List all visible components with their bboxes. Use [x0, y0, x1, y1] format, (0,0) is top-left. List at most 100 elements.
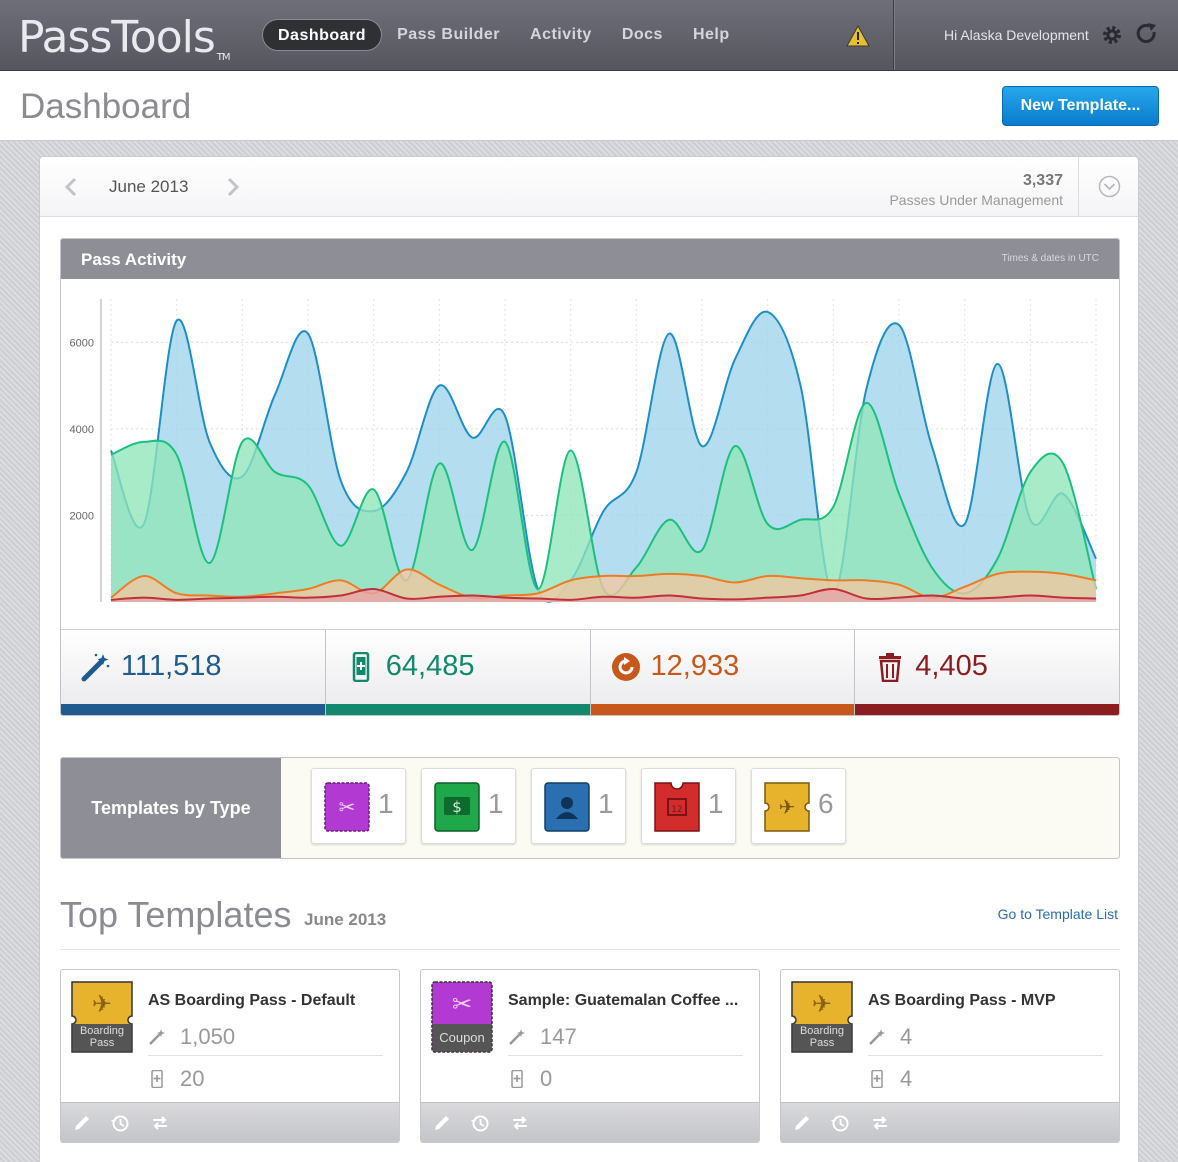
type-tile-generic[interactable]: 1	[531, 768, 626, 844]
pencil-icon[interactable]	[793, 1114, 811, 1132]
type-tile-coupon[interactable]: ✂ 1	[311, 768, 406, 844]
stat-deletes: 4,405	[855, 630, 1119, 715]
boarding-pass-icon: ✈	[791, 981, 853, 1053]
svg-text:✂: ✂	[452, 990, 472, 1018]
nav-docs[interactable]: Docs	[621, 26, 663, 43]
badge-label: Pass	[89, 1037, 115, 1049]
event-ticket-icon: 12	[654, 782, 700, 832]
card-toolbar	[781, 1102, 1119, 1142]
phone-icon	[352, 652, 369, 682]
coupon-icon: ✂	[324, 782, 370, 832]
y-tick-label: 6000	[70, 337, 94, 349]
type-tile-boarding-pass[interactable]: ✈ 6	[751, 768, 846, 844]
installs-value: 147	[540, 1024, 577, 1049]
logout-icon[interactable]	[1136, 23, 1158, 45]
stat-installs-bar	[61, 704, 325, 715]
devices-row: 20	[148, 1064, 383, 1098]
pencil-icon[interactable]	[433, 1114, 451, 1132]
installs-row: 1,050	[148, 1022, 383, 1056]
generic-pass-icon	[544, 782, 590, 832]
pencil-icon[interactable]	[73, 1114, 91, 1132]
installs-row: 4	[868, 1022, 1103, 1056]
type-count: 1	[708, 788, 724, 819]
magic-wand-icon	[509, 1029, 525, 1045]
card-toolbar	[421, 1102, 759, 1142]
template-list-link[interactable]: Go to Template List	[997, 906, 1118, 922]
pass-activity-title: Pass Activity	[81, 250, 187, 269]
boarding-pass-icon: ✈	[71, 981, 133, 1053]
passes-count: 3,337	[1022, 172, 1063, 189]
pass-activity-header: Pass Activity Times & dates in UTC	[61, 239, 1119, 279]
series-line-0	[110, 310, 1097, 603]
magic-wand-icon	[869, 1029, 885, 1045]
stats-row: 111,518 64,485 12,933	[61, 629, 1119, 715]
main-nav: Dashboard Pass Builder Activity Docs Hel…	[262, 19, 745, 51]
chevron-right-icon[interactable]	[226, 177, 240, 197]
installs-row: 147	[508, 1022, 743, 1056]
pass-activity-panel: Pass Activity Times & dates in UTC 2000 4…	[60, 238, 1120, 716]
passes-label: Passes Under Management	[889, 192, 1063, 208]
topbar-divider	[893, 0, 894, 70]
user-greeting[interactable]: Hi Alaska Development	[944, 27, 1089, 43]
svg-text:✂: ✂	[339, 795, 356, 819]
y-tick-label: 4000	[70, 424, 94, 436]
stat-devices-bar	[325, 704, 590, 715]
new-template-button[interactable]: New Template...	[1002, 86, 1159, 126]
swap-icon[interactable]	[511, 1114, 529, 1132]
svg-text:✈: ✈	[779, 795, 796, 819]
template-card[interactable]: ✈ Boarding Pass AS Boarding Pass - MVP 4…	[780, 969, 1120, 1143]
divider	[60, 949, 1120, 950]
stat-deletes-bar	[855, 704, 1119, 715]
boarding-pass-icon: ✈	[764, 782, 810, 832]
type-tile-store-card[interactable]: $ 1	[421, 768, 516, 844]
templates-by-type: Templates by Type ✂ 1 $ 1	[60, 757, 1120, 859]
top-templates-month: June 2013	[304, 910, 387, 929]
magic-wand-icon	[149, 1029, 165, 1045]
template-name[interactable]: Sample: Guatemalan Coffee ...	[508, 992, 739, 1009]
history-icon[interactable]	[831, 1114, 849, 1132]
badge-label: Boarding	[79, 1025, 125, 1037]
svg-text:12: 12	[671, 805, 682, 815]
chevron-left-icon[interactable]	[64, 177, 78, 197]
type-count: 1	[488, 788, 504, 819]
badge-label: Boarding	[799, 1025, 845, 1037]
warning-icon[interactable]	[846, 25, 870, 47]
top-bar: PassTools TM Dashboard Pass Builder Activ…	[0, 0, 1178, 71]
stat-installs: 111,518	[61, 630, 326, 715]
nav-activity[interactable]: Activity	[530, 26, 592, 43]
logo[interactable]: PassTools TM	[18, 12, 230, 63]
phone-icon	[151, 1070, 163, 1088]
month-label: June 2013	[109, 177, 189, 196]
template-name[interactable]: AS Boarding Pass - MVP	[868, 992, 1056, 1009]
history-icon[interactable]	[471, 1114, 489, 1132]
type-count: 1	[598, 788, 614, 819]
stat-updates-bar	[590, 704, 855, 715]
badge-label: Coupon	[439, 1030, 485, 1045]
nav-pass-builder[interactable]: Pass Builder	[397, 26, 501, 43]
swap-icon[interactable]	[151, 1114, 169, 1132]
timezone-note: Times & dates in UTC	[1001, 253, 1099, 264]
nav-help[interactable]: Help	[692, 26, 730, 43]
template-card[interactable]: ✈ Boarding Pass AS Boarding Pass - Defau…	[60, 969, 400, 1143]
template-name[interactable]: AS Boarding Pass - Default	[148, 992, 356, 1009]
gear-icon[interactable]	[1101, 24, 1123, 46]
stat-devices-value: 64,485	[385, 650, 475, 682]
series-line-1	[110, 401, 1097, 597]
dashboard-card: June 2013 3,337 Passes Under Management …	[39, 156, 1139, 1162]
nav-dashboard[interactable]: Dashboard	[262, 19, 383, 51]
swap-icon[interactable]	[871, 1114, 889, 1132]
stat-deletes-value: 4,405	[915, 650, 988, 682]
history-icon[interactable]	[111, 1114, 129, 1132]
devices-row: 4	[868, 1064, 1103, 1098]
coupon-icon: ✂	[431, 981, 493, 1053]
devices-value: 20	[180, 1066, 205, 1091]
devices-value: 0	[540, 1066, 553, 1091]
template-card[interactable]: ✂ Coupon Sample: Guatemalan Coffee ... 1…	[420, 969, 760, 1143]
page-header: Dashboard New Template...	[0, 71, 1178, 141]
refresh-circle-icon	[611, 653, 640, 681]
stat-updates: 12,933	[590, 630, 856, 715]
chevron-down-circle-icon[interactable]	[1098, 175, 1121, 198]
stat-devices: 64,485	[325, 630, 591, 715]
type-tile-event-ticket[interactable]: 12 1	[641, 768, 736, 844]
series-line-3	[110, 588, 1097, 601]
